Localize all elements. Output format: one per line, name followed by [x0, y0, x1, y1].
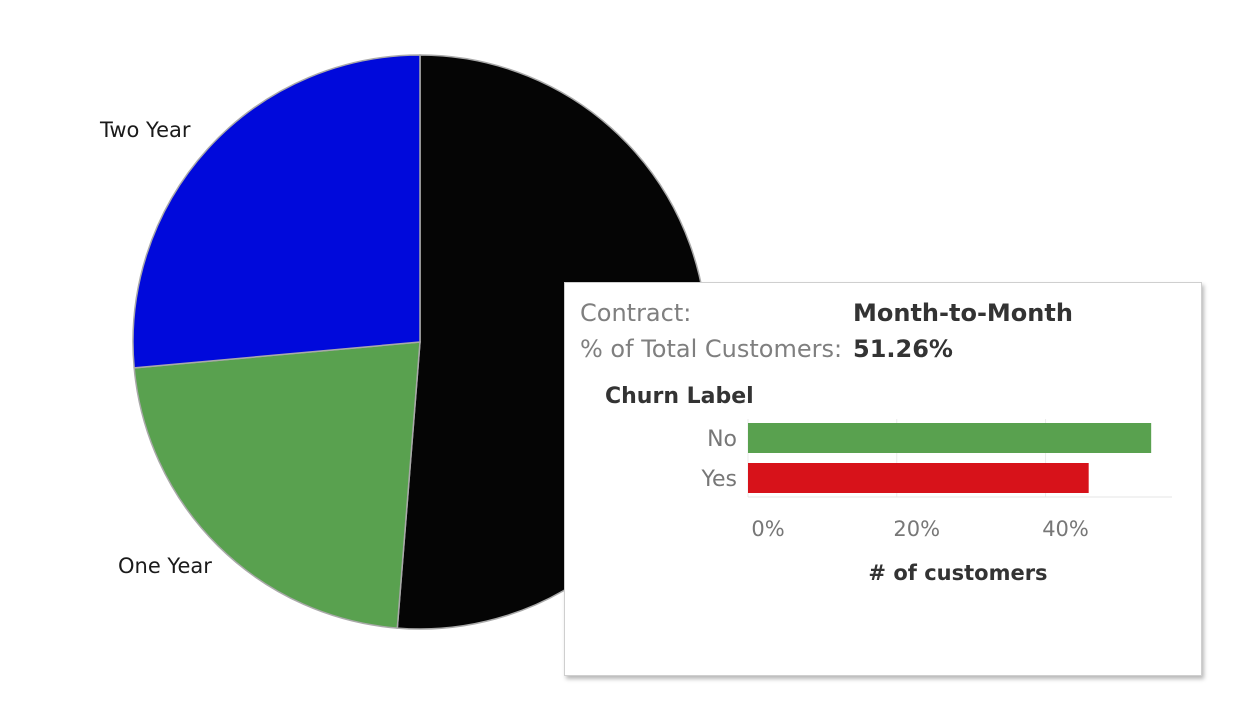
churn-label-title: Churn Label: [605, 384, 754, 409]
tick-label: 0%: [751, 517, 784, 541]
tick-label: 20%: [893, 517, 940, 541]
churn-bar-chart: No Yes 0% 20% 40%: [700, 419, 1172, 541]
tick-label: 40%: [1042, 517, 1089, 541]
tooltip-contract-row: Contract: Month-to-Month: [580, 299, 1073, 327]
tooltip-pct-value: 51.26%: [853, 335, 953, 363]
x-axis-title: # of customers: [868, 561, 1048, 585]
bar-label-no: No: [707, 427, 737, 452]
tooltip-pct-row: % of Total Customers: 51.26%: [580, 335, 953, 363]
tooltip-pct-key: % of Total Customers:: [580, 335, 843, 363]
pie-label-two-year: Two Year: [100, 118, 191, 142]
tooltip-contract-value: Month-to-Month: [853, 299, 1073, 327]
bar-no: [748, 423, 1152, 453]
bar-yes: [748, 463, 1089, 493]
tooltip-contract-key: Contract:: [580, 299, 692, 327]
bar-label-yes: Yes: [700, 467, 737, 492]
pie-slice-one-year: [133, 341, 421, 629]
tooltip-panel: Contract: Month-to-Month % of Total Cust…: [564, 282, 1202, 676]
pie-label-one-year: One Year: [118, 554, 212, 578]
pie-slice-two-year: [132, 54, 421, 369]
